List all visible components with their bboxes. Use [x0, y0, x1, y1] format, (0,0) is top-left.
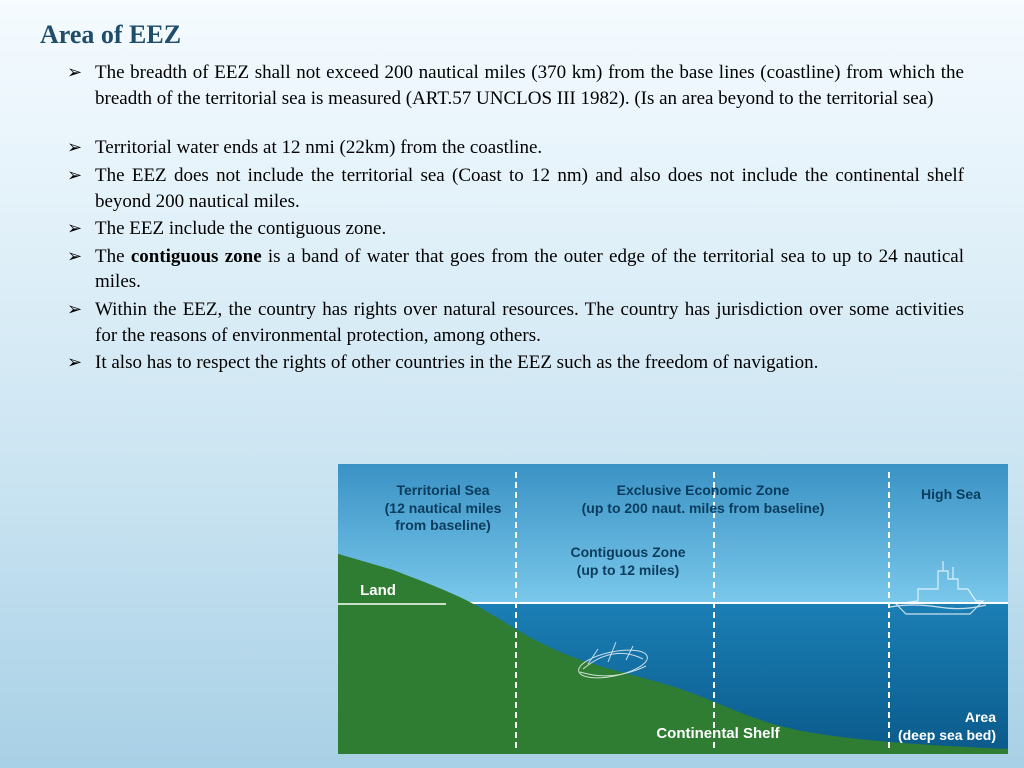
ship-icon — [888, 559, 988, 624]
bullet-item: It also has to respect the rights of oth… — [95, 350, 984, 376]
bullet-item: The EEZ include the contiguous zone. — [95, 216, 984, 242]
label-territorial-sea: Territorial Sea (12 nautical miles from … — [373, 482, 513, 535]
page-title: Area of EEZ — [40, 20, 984, 50]
label-high-sea: High Sea — [906, 486, 996, 504]
bullet-item: Territorial water ends at 12 nmi (22km) … — [95, 135, 984, 161]
label-contiguous: Contiguous Zone (up to 12 miles) — [548, 544, 708, 579]
bullet-list: The breadth of EEZ shall not exceed 200 … — [40, 60, 984, 376]
bullet-item: Within the EEZ, the country has rights o… — [95, 297, 984, 348]
label-eez: Exclusive Economic Zone (up to 200 naut.… — [528, 482, 878, 517]
bullet-item: The contiguous zone is a band of water t… — [95, 244, 984, 295]
divider-territorial — [515, 472, 517, 748]
label-shelf: Continental Shelf — [618, 725, 818, 744]
eez-diagram: Territorial Sea (12 nautical miles from … — [338, 464, 1008, 754]
bullet-item: The breadth of EEZ shall not exceed 200 … — [95, 60, 984, 111]
label-land: Land — [348, 582, 408, 601]
bullet-item: The EEZ does not include the territorial… — [95, 163, 984, 214]
wreck-icon — [568, 634, 658, 689]
label-area: Area (deep sea bed) — [886, 709, 996, 744]
